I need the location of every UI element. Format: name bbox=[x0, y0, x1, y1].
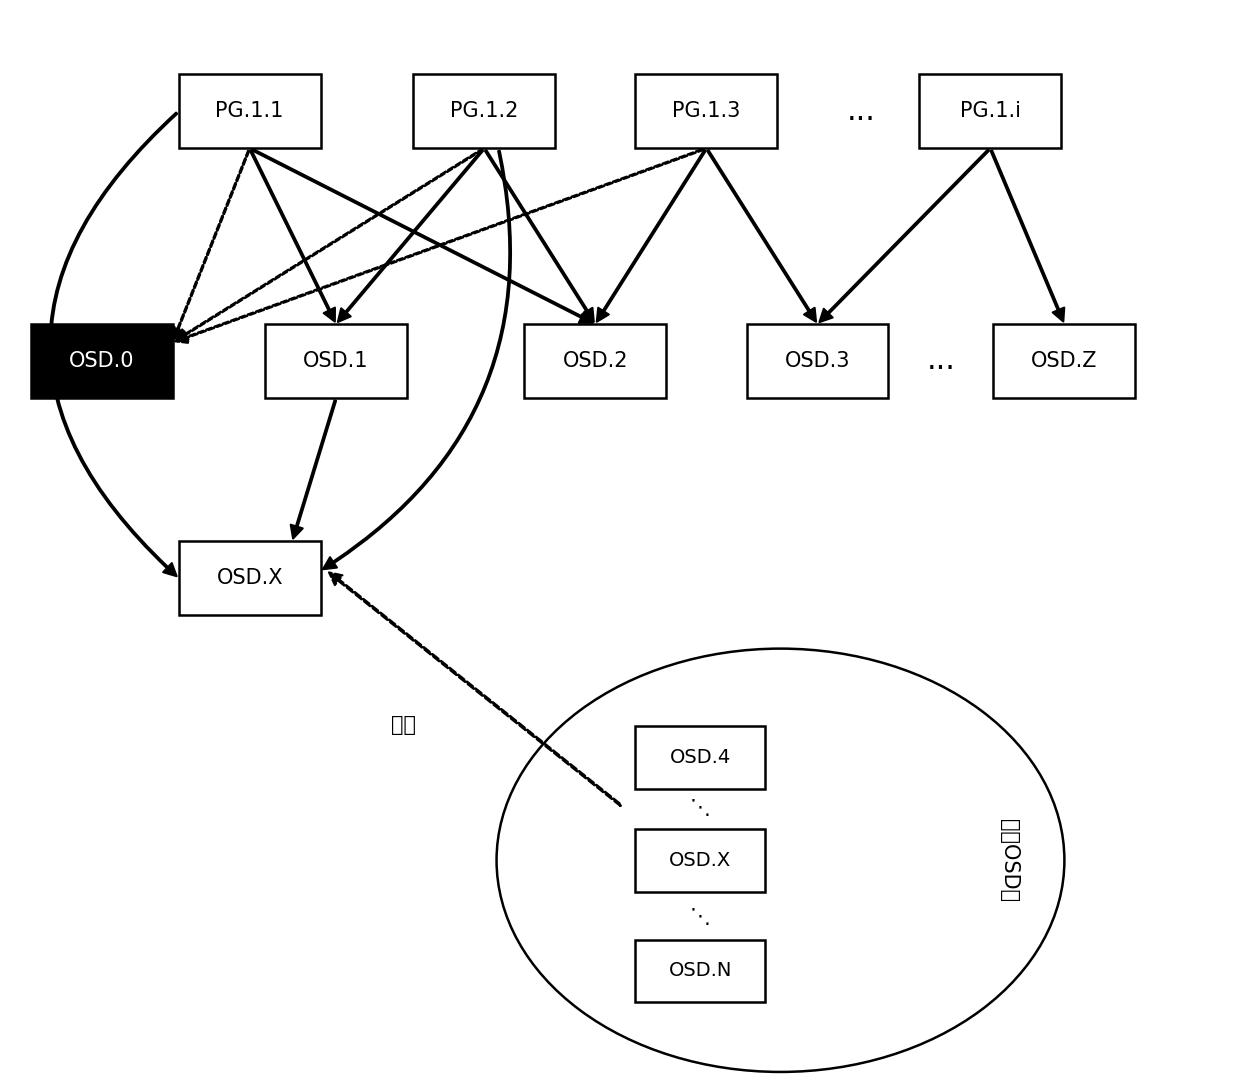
FancyArrowPatch shape bbox=[175, 149, 482, 341]
Text: OSD.0: OSD.0 bbox=[68, 351, 134, 371]
FancyBboxPatch shape bbox=[31, 324, 172, 398]
FancyBboxPatch shape bbox=[179, 541, 321, 615]
FancyArrowPatch shape bbox=[290, 400, 336, 539]
FancyArrowPatch shape bbox=[485, 151, 594, 322]
FancyArrowPatch shape bbox=[329, 573, 621, 806]
FancyArrowPatch shape bbox=[172, 151, 249, 340]
FancyBboxPatch shape bbox=[746, 324, 889, 398]
FancyArrowPatch shape bbox=[991, 151, 1064, 322]
FancyArrowPatch shape bbox=[252, 148, 593, 323]
FancyBboxPatch shape bbox=[525, 324, 666, 398]
FancyBboxPatch shape bbox=[919, 74, 1061, 148]
Text: OSD.Z: OSD.Z bbox=[1032, 351, 1097, 371]
Text: ...: ... bbox=[846, 97, 875, 125]
FancyBboxPatch shape bbox=[179, 74, 321, 148]
Text: ⋱: ⋱ bbox=[689, 907, 711, 926]
Text: 备用OSD组: 备用OSD组 bbox=[999, 818, 1019, 902]
Text: PG.1.i: PG.1.i bbox=[960, 101, 1021, 121]
FancyBboxPatch shape bbox=[413, 74, 556, 148]
Text: PG.1.2: PG.1.2 bbox=[450, 101, 518, 121]
Text: OSD.3: OSD.3 bbox=[785, 351, 851, 371]
Text: OSD.4: OSD.4 bbox=[670, 747, 730, 767]
Text: OSD.2: OSD.2 bbox=[563, 351, 629, 371]
FancyBboxPatch shape bbox=[265, 324, 407, 398]
FancyArrowPatch shape bbox=[50, 112, 177, 576]
Text: ⋱: ⋱ bbox=[689, 799, 711, 818]
FancyArrowPatch shape bbox=[250, 151, 335, 322]
Text: PG.1.1: PG.1.1 bbox=[216, 101, 284, 121]
FancyArrowPatch shape bbox=[820, 149, 990, 322]
FancyBboxPatch shape bbox=[635, 939, 765, 1003]
FancyArrowPatch shape bbox=[707, 151, 816, 322]
Text: OSD.1: OSD.1 bbox=[304, 351, 368, 371]
FancyArrowPatch shape bbox=[596, 151, 706, 322]
Text: PG.1.3: PG.1.3 bbox=[672, 101, 740, 121]
Text: 选出: 选出 bbox=[392, 715, 417, 734]
FancyBboxPatch shape bbox=[635, 726, 765, 789]
FancyArrowPatch shape bbox=[322, 151, 511, 570]
FancyBboxPatch shape bbox=[635, 74, 777, 148]
Text: OSD.X: OSD.X bbox=[217, 568, 283, 588]
Text: OSD.X: OSD.X bbox=[670, 851, 732, 870]
Text: OSD.N: OSD.N bbox=[668, 961, 732, 981]
FancyArrowPatch shape bbox=[175, 148, 704, 344]
Text: ...: ... bbox=[926, 347, 955, 375]
FancyArrowPatch shape bbox=[337, 149, 484, 322]
FancyBboxPatch shape bbox=[993, 324, 1136, 398]
FancyBboxPatch shape bbox=[635, 829, 765, 891]
